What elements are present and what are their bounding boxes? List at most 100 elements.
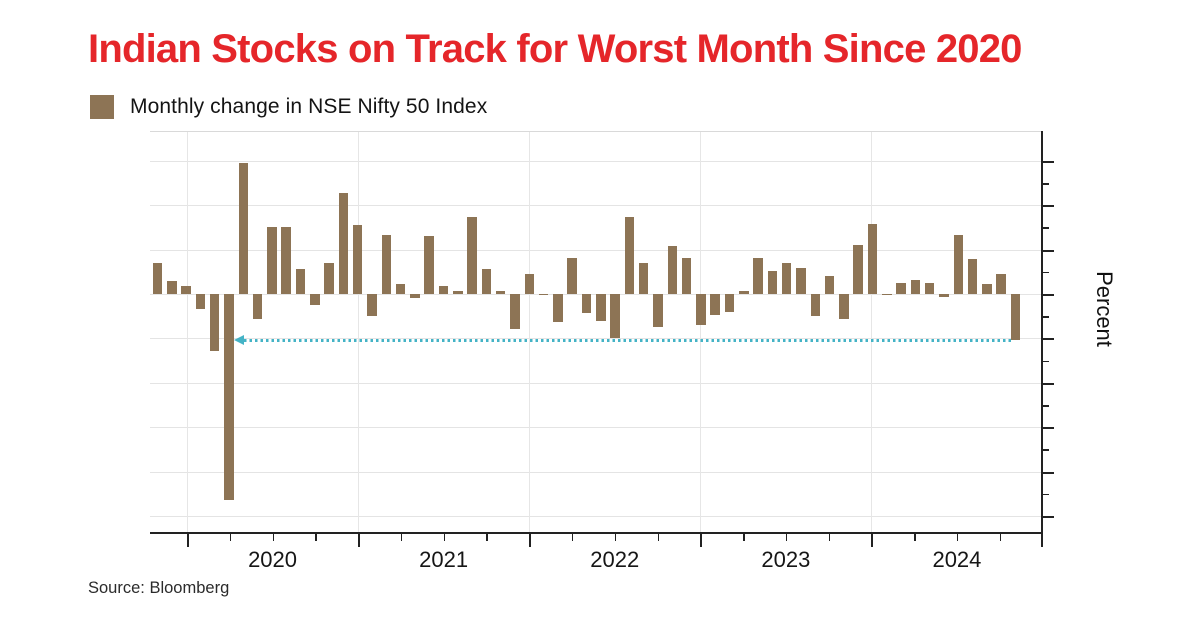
bar [495, 291, 506, 294]
x-major-tick [700, 534, 703, 547]
bar [710, 294, 720, 316]
legend-label: Monthly change in NSE Nifty 50 Index [130, 95, 488, 118]
bar [1010, 294, 1021, 341]
bar [181, 286, 191, 294]
bar [996, 273, 1006, 294]
y-gridline [150, 160, 1041, 162]
x-major-tick [529, 534, 532, 547]
legend-swatch [90, 95, 114, 119]
bar [567, 258, 577, 294]
y-gridline [150, 471, 1041, 473]
bar [238, 163, 249, 294]
y-major-tick [1043, 427, 1054, 430]
bar [510, 294, 520, 329]
bar [967, 259, 978, 294]
bar [739, 291, 749, 294]
bar [553, 294, 563, 322]
annotation-arrowhead-left [234, 334, 244, 345]
bar [867, 223, 878, 294]
y-gridline [150, 205, 1041, 207]
x-gridline [187, 131, 188, 533]
bar [953, 235, 964, 294]
x-minor-tick [828, 534, 831, 541]
y-axis-label: Percent [1092, 271, 1117, 347]
bar [781, 262, 792, 294]
bar [581, 294, 592, 313]
bar [939, 294, 949, 297]
x-minor-tick [486, 534, 488, 541]
bar [653, 294, 663, 327]
bar [152, 262, 163, 294]
source-credit: Source: Bloomberg [88, 579, 230, 597]
bar [982, 284, 992, 294]
y-gridline [150, 427, 1041, 429]
x-gridline [700, 131, 702, 533]
y-minor-tick [1043, 493, 1049, 496]
x-axis-line [150, 532, 1043, 534]
bar [395, 284, 406, 294]
y-gridline [150, 382, 1041, 384]
bar [724, 294, 735, 312]
bar [453, 291, 463, 294]
y-minor-tick [1043, 316, 1049, 318]
x-minor-tick [999, 534, 1002, 541]
bar [924, 283, 935, 294]
y-minor-tick [1043, 183, 1049, 185]
y-axis-line [1041, 131, 1043, 534]
bar [438, 286, 449, 294]
bar [410, 294, 420, 298]
x-axis-year-label: 2022 [590, 547, 640, 572]
annotation-dotted-line [244, 339, 1011, 343]
bar [267, 227, 277, 294]
x-gridline [358, 131, 360, 533]
chart-title: Indian Stocks on Track for Worst Month S… [88, 27, 1022, 71]
bar [252, 294, 263, 319]
y-gridline [150, 294, 1041, 295]
bar [882, 294, 892, 295]
bar [324, 262, 334, 294]
bar [767, 270, 778, 294]
y-major-tick [1043, 516, 1054, 518]
bar [896, 283, 906, 294]
bar [839, 294, 849, 319]
x-minor-tick [614, 534, 617, 541]
x-minor-tick [229, 534, 232, 541]
bar [295, 269, 306, 294]
bar [610, 294, 620, 338]
x-axis-year-label: 2023 [761, 547, 811, 572]
bar [467, 216, 477, 294]
y-major-tick [1043, 471, 1054, 474]
bar [910, 279, 921, 294]
bar [167, 280, 177, 294]
y-major-tick [1043, 205, 1054, 208]
x-minor-tick [315, 534, 317, 541]
bar [696, 294, 706, 326]
y-minor-tick [1043, 227, 1049, 229]
y-major-tick [1043, 338, 1054, 341]
x-major-tick [358, 534, 361, 547]
y-gridline [150, 249, 1041, 251]
bar [796, 268, 806, 294]
bar [667, 246, 678, 294]
legend: Monthly change in NSE Nifty 50 Index [90, 95, 487, 119]
bar [853, 245, 863, 294]
y-minor-tick [1043, 449, 1049, 451]
bar [524, 274, 535, 294]
bar [367, 294, 377, 317]
bar [224, 294, 234, 501]
plot-top-border [150, 131, 1041, 132]
bar [209, 294, 220, 351]
bar [753, 257, 763, 294]
y-gridline [150, 338, 1041, 340]
x-minor-tick [785, 534, 788, 541]
x-gridline [871, 131, 873, 533]
x-minor-tick [743, 534, 745, 541]
y-gridline [150, 516, 1041, 517]
y-major-tick [1043, 382, 1054, 385]
bar [824, 276, 835, 294]
x-minor-tick [272, 534, 275, 541]
bar [310, 294, 320, 305]
bar [352, 224, 363, 294]
